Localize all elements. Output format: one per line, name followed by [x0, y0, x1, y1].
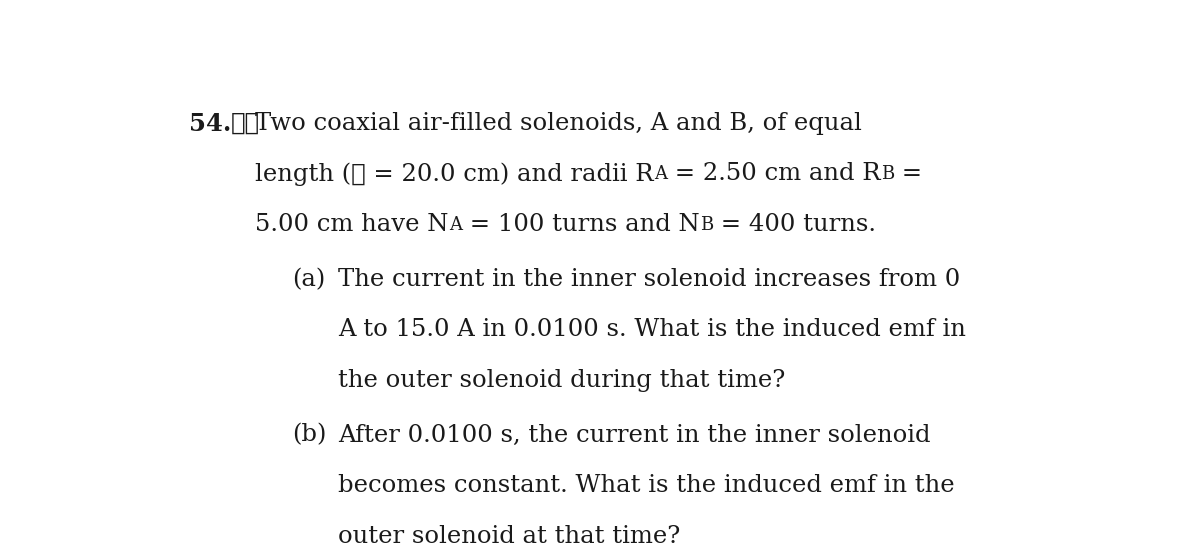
Text: =: = — [894, 163, 922, 185]
Text: Two coaxial air-filled solenoids, A and B, of equal: Two coaxial air-filled solenoids, A and … — [255, 112, 863, 135]
Text: A to 15.0 A in 0.0100 s. What is the induced emf in: A to 15.0 A in 0.0100 s. What is the ind… — [337, 319, 965, 341]
Text: B: B — [880, 165, 894, 183]
Text: (a): (a) — [291, 268, 326, 291]
Text: = 100 turns and N: = 100 turns and N — [461, 213, 700, 236]
Text: 5.00 cm have N: 5.00 cm have N — [255, 213, 448, 236]
Text: After 0.0100 s, the current in the inner solenoid: After 0.0100 s, the current in the inner… — [337, 424, 930, 447]
Text: outer solenoid at that time?: outer solenoid at that time? — [337, 525, 680, 548]
Text: The current in the inner solenoid increases from 0: The current in the inner solenoid increa… — [337, 268, 961, 291]
Text: A: A — [654, 165, 667, 183]
Text: = 400 turns.: = 400 turns. — [713, 213, 876, 236]
Text: B: B — [700, 216, 713, 233]
Text: becomes constant. What is the induced emf in the: becomes constant. What is the induced em… — [337, 474, 955, 497]
Text: length (ℓ = 20.0 cm) and radii R: length (ℓ = 20.0 cm) and radii R — [255, 163, 654, 186]
Text: ★★: ★★ — [231, 112, 260, 135]
Text: 54.: 54. — [189, 112, 231, 136]
Text: = 2.50 cm and R: = 2.50 cm and R — [667, 163, 880, 185]
Text: A: A — [448, 216, 461, 233]
Text: the outer solenoid during that time?: the outer solenoid during that time? — [337, 369, 785, 392]
Text: (b): (b) — [291, 424, 327, 447]
